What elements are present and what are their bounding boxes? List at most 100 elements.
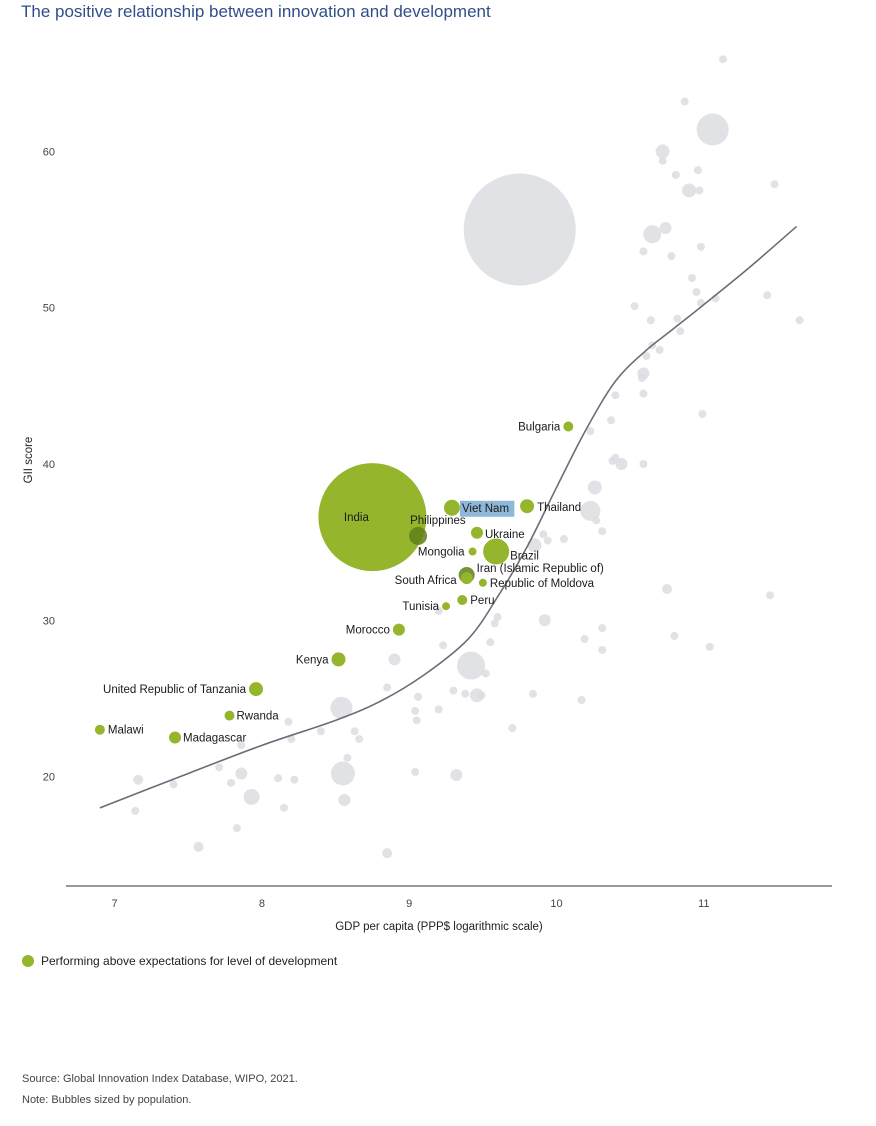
y-ticks-group: 2030405060 xyxy=(43,146,55,783)
other-country-bubble xyxy=(581,635,589,643)
other-country-bubble xyxy=(763,291,771,299)
country-label: Iran (Islamic Republic of) xyxy=(477,563,604,575)
other-country-bubble xyxy=(672,171,680,179)
x-tick-label: 7 xyxy=(112,898,118,910)
country-label: South Africa xyxy=(395,575,458,587)
other-country-bubble xyxy=(227,779,235,787)
other-country-bubble xyxy=(598,646,606,654)
bubble-malawi xyxy=(95,725,105,735)
other-country-bubble xyxy=(274,774,282,782)
other-country-bubble xyxy=(331,761,355,785)
bubble-peru xyxy=(457,595,467,605)
bubble-philippines xyxy=(409,527,427,545)
other-country-bubble xyxy=(450,769,462,781)
other-country-bubble xyxy=(529,690,537,698)
other-country-bubble xyxy=(131,807,139,815)
other-country-bubble xyxy=(681,97,689,105)
other-country-bubble xyxy=(290,776,298,784)
country-label: Madagascar xyxy=(183,733,246,745)
other-country-bubble xyxy=(411,707,419,715)
other-country-bubble xyxy=(639,390,647,398)
country-label: Republic of Moldova xyxy=(490,578,595,590)
other-country-bubble xyxy=(698,410,706,418)
other-country-bubble xyxy=(660,222,672,234)
other-country-bubble xyxy=(194,842,204,852)
bubble-viet-nam xyxy=(444,500,460,516)
other-country-bubble xyxy=(697,114,729,146)
other-country-bubble xyxy=(694,166,702,174)
other-country-bubble xyxy=(662,584,672,594)
other-country-bubble xyxy=(413,716,421,724)
x-ticks-group: 7891011 xyxy=(112,898,710,910)
other-country-bubble xyxy=(719,55,727,63)
other-country-bubble xyxy=(133,775,143,785)
country-label: Rwanda xyxy=(237,711,280,723)
x-tick-label: 9 xyxy=(406,898,412,910)
other-country-bubble xyxy=(414,693,422,701)
other-country-bubble xyxy=(631,302,639,310)
other-country-bubble xyxy=(343,754,351,762)
country-label: Kenya xyxy=(296,654,329,666)
other-country-bubble xyxy=(280,804,288,812)
other-country-bubble xyxy=(670,632,678,640)
other-country-bubble xyxy=(411,768,419,776)
other-country-bubble xyxy=(639,460,647,468)
other-country-bubble xyxy=(647,316,655,324)
country-label: United Republic of Tanzania xyxy=(103,684,247,696)
other-country-bubble xyxy=(388,653,400,665)
other-country-bubble xyxy=(588,480,602,494)
legend: Performing above expectations for level … xyxy=(22,954,337,968)
y-axis-title: GII score xyxy=(23,437,35,484)
other-country-bubble xyxy=(682,183,696,197)
other-country-bubble xyxy=(170,780,178,788)
other-country-bubble xyxy=(611,391,619,399)
country-label: Morocco xyxy=(346,625,390,637)
other-country-bubble xyxy=(439,641,447,649)
y-tick-label: 60 xyxy=(43,146,55,158)
other-country-bubble xyxy=(695,186,703,194)
bubble-morocco xyxy=(393,624,405,636)
other-country-bubble xyxy=(284,718,292,726)
other-country-bubble xyxy=(656,144,670,158)
bubble-ukraine xyxy=(471,527,483,539)
country-label: Brazil xyxy=(510,551,539,563)
other-country-bubble xyxy=(508,724,516,732)
country-label: Mongolia xyxy=(418,547,465,559)
other-country-bubble xyxy=(382,848,392,858)
other-country-bubble xyxy=(796,316,804,324)
other-country-bubble xyxy=(494,613,502,621)
country-label: Viet Nam xyxy=(462,503,509,515)
country-label: Malawi xyxy=(108,725,144,737)
bubble-south-africa xyxy=(461,572,473,584)
other-country-bubble xyxy=(355,735,363,743)
country-label: Bulgaria xyxy=(518,421,561,433)
other-country-bubble xyxy=(317,727,325,735)
other-country-bubble xyxy=(692,288,700,296)
other-country-bubble xyxy=(676,327,684,335)
bubble-tunisia xyxy=(442,602,450,610)
bubble-brazil xyxy=(483,539,509,565)
bubble-note: Note: Bubbles sized by population. xyxy=(22,1094,191,1106)
other-country-bubble xyxy=(638,374,646,382)
other-country-bubble xyxy=(766,591,774,599)
country-label: Thailand xyxy=(537,502,581,514)
y-tick-label: 40 xyxy=(43,459,55,471)
other-country-bubble xyxy=(598,624,606,632)
other-country-bubble xyxy=(457,652,485,680)
bubble-united-republic-of-tanzania xyxy=(249,682,263,696)
y-tick-label: 30 xyxy=(43,615,55,627)
other-country-bubble xyxy=(706,643,714,651)
other-country-bubble xyxy=(215,763,223,771)
bubble-republic-of-moldova xyxy=(479,579,487,587)
legend-dot-icon xyxy=(22,955,34,967)
other-country-bubble xyxy=(560,535,568,543)
bubble-bulgaria xyxy=(563,421,573,431)
other-country-bubble xyxy=(233,824,241,832)
other-country-bubble xyxy=(338,794,350,806)
x-tick-label: 8 xyxy=(259,898,265,910)
other-country-bubble xyxy=(659,157,667,165)
y-tick-label: 20 xyxy=(43,772,55,784)
source-note: Source: Global Innovation Index Database… xyxy=(22,1073,298,1085)
bubble-thailand xyxy=(520,499,534,513)
x-axis-title: GDP per capita (PPP$ logarithmic scale) xyxy=(335,921,543,933)
